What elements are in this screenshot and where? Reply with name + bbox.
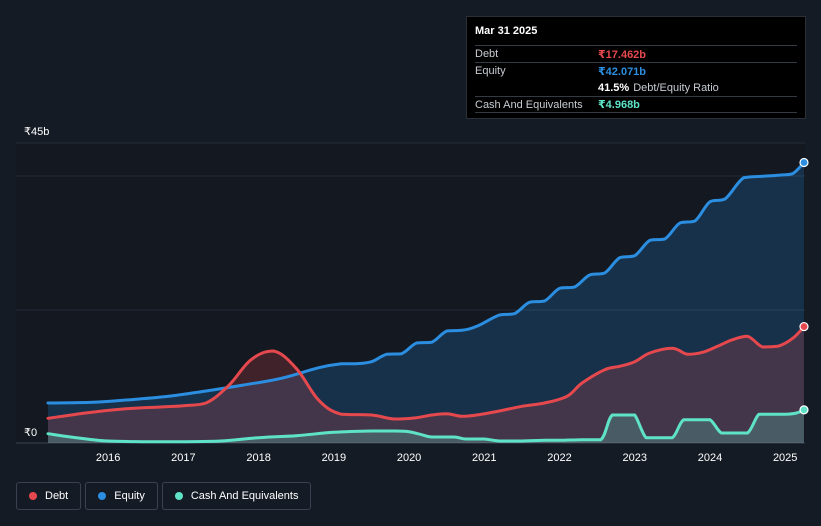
- series-lines: [46, 161, 806, 444]
- debt-line: [46, 325, 806, 421]
- x-tick-label: 2017: [171, 452, 195, 464]
- series-endpoints: [799, 157, 809, 415]
- cash-endpoint-marker: [799, 405, 809, 415]
- x-tick-label: 2024: [698, 452, 722, 464]
- x-tick-label: 2025: [773, 452, 797, 464]
- tooltip-cash-label: Cash And Equivalents: [475, 98, 583, 111]
- y-axis: ₹45b ₹0: [24, 126, 49, 439]
- tooltip-date: Mar 31 2025: [475, 25, 538, 37]
- y-tick-label: ₹45b: [24, 126, 49, 138]
- chart-legend: Debt Equity Cash And Equivalents: [16, 482, 312, 510]
- debt-dot-icon: [29, 492, 37, 500]
- x-tick-label: 2019: [322, 452, 346, 464]
- tooltip-cash-value: ₹4.968b: [598, 99, 640, 111]
- cash-area: [48, 409, 804, 443]
- tooltip-panel: Mar 31 2025 Debt ₹17.462b Equity ₹42.071…: [466, 16, 806, 119]
- legend-item-debt[interactable]: Debt: [16, 482, 82, 510]
- tooltip-debt-row: Debt ₹17.462b: [475, 45, 797, 62]
- tooltip-debt-value: ₹17.462b: [598, 48, 647, 61]
- x-tick-label: 2018: [246, 452, 270, 464]
- equity-line: [46, 161, 806, 405]
- y-tick-label: ₹0: [24, 427, 37, 439]
- tooltip-equity-label: Equity: [475, 65, 506, 77]
- equity-area: [48, 162, 804, 443]
- tooltip-ratio-value: 41.5%: [598, 81, 630, 94]
- plot-background: [16, 143, 805, 443]
- tooltip-equity-value: ₹42.071b: [598, 65, 647, 78]
- cash-line: [46, 408, 806, 444]
- legend-cash-label: Cash And Equivalents: [190, 490, 299, 502]
- x-axis: 2016 2017 2018 2019 2020 2021 2022 2023 2024 2025: [96, 452, 797, 464]
- legend-item-equity[interactable]: Equity: [85, 482, 158, 510]
- tooltip-ratio-row: 41.5% Debt/Equity Ratio: [475, 79, 797, 96]
- tooltip-ratio-label: Debt/Equity Ratio: [633, 81, 719, 94]
- legend-item-cash[interactable]: Cash And Equivalents: [161, 482, 312, 510]
- x-tick-label: 2023: [623, 452, 647, 464]
- x-tick-label: 2022: [547, 452, 571, 464]
- tooltip-cash-row: Cash And Equivalents ₹4.968b: [475, 96, 797, 113]
- x-tick-label: 2020: [397, 452, 421, 464]
- x-tick-label: 2016: [96, 452, 120, 464]
- equity-dot-icon: [98, 492, 107, 500]
- legend-debt-label: Debt: [45, 490, 69, 502]
- equity-endpoint-marker: [799, 157, 809, 168]
- x-tick-label: 2021: [472, 452, 496, 464]
- tooltip-debt-label: Debt: [475, 48, 499, 60]
- debt-endpoint-marker: [799, 321, 809, 332]
- tooltip-equity-row: Equity ₹42.071b: [475, 62, 797, 79]
- legend-equity-label: Equity: [114, 490, 145, 502]
- cash-dot-icon: [174, 492, 183, 500]
